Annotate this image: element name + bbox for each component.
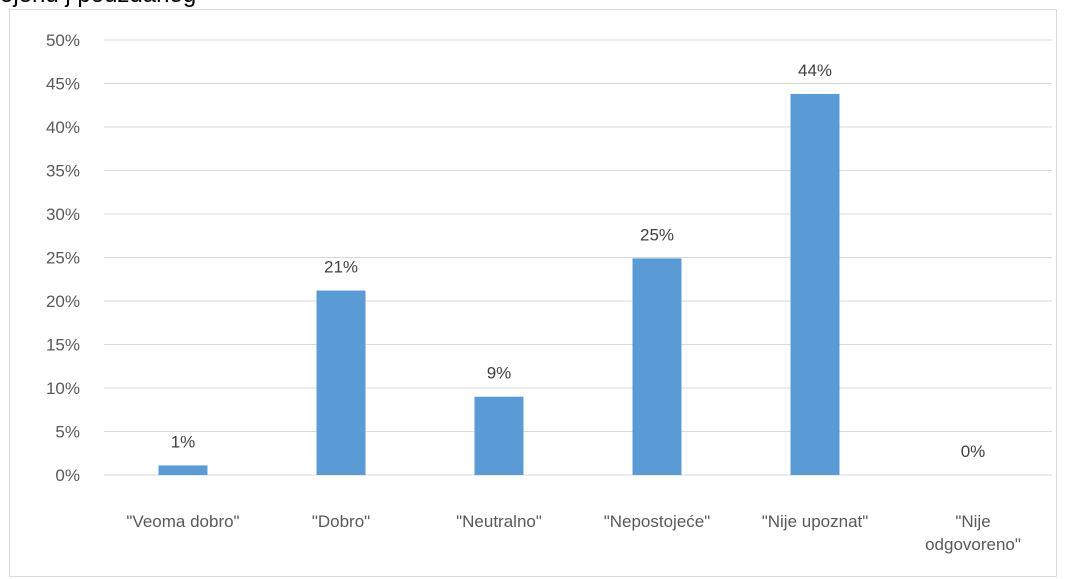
x-tick-label: "Neutralno" bbox=[456, 512, 542, 531]
data-labels: 1% 21% 9% 25% 44% 0% bbox=[171, 61, 986, 461]
y-tick-label: 30% bbox=[46, 205, 80, 224]
y-tick-label: 0% bbox=[55, 466, 80, 485]
x-tick-label: "Nije upoznat" bbox=[762, 512, 869, 531]
bars bbox=[158, 93, 840, 475]
data-label: 44% bbox=[798, 61, 832, 80]
x-axis: "Veoma dobro" "Dobro" "Neutralno" "Nepostoj… bbox=[126, 512, 1021, 554]
bar bbox=[790, 93, 840, 475]
y-tick-label: 25% bbox=[46, 249, 80, 268]
gridlines bbox=[104, 39, 1052, 476]
y-tick-label: 50% bbox=[46, 31, 80, 50]
bar bbox=[632, 258, 682, 475]
data-label: 0% bbox=[961, 442, 986, 461]
x-tick-label: "Dobro" bbox=[312, 512, 370, 531]
x-tick-label: "Nije odgovoreno" bbox=[925, 512, 1021, 554]
x-tick-label: "Veoma dobro" bbox=[126, 512, 239, 531]
y-tick-label: 5% bbox=[55, 423, 80, 442]
bar bbox=[158, 465, 208, 475]
data-label: 1% bbox=[171, 432, 196, 451]
y-tick-label: 15% bbox=[46, 336, 80, 355]
data-label: 21% bbox=[324, 258, 358, 277]
data-label: 25% bbox=[640, 225, 674, 244]
x-tick-label: "Nepostojeće" bbox=[604, 512, 711, 531]
y-tick-label: 20% bbox=[46, 292, 80, 311]
y-axis: 0% 5% 10% 15% 20% 25% 30% 35% 40% 45% 50% bbox=[46, 31, 80, 485]
y-tick-label: 10% bbox=[46, 379, 80, 398]
bar bbox=[316, 290, 366, 475]
y-tick-label: 40% bbox=[46, 118, 80, 137]
y-tick-label: 45% bbox=[46, 75, 80, 94]
bar bbox=[474, 396, 524, 475]
chart-title-fragment: ojenu j pouzdanog bbox=[0, 0, 196, 10]
data-label: 9% bbox=[487, 364, 512, 383]
y-tick-label: 35% bbox=[46, 162, 80, 181]
chart-frame bbox=[9, 9, 1057, 577]
